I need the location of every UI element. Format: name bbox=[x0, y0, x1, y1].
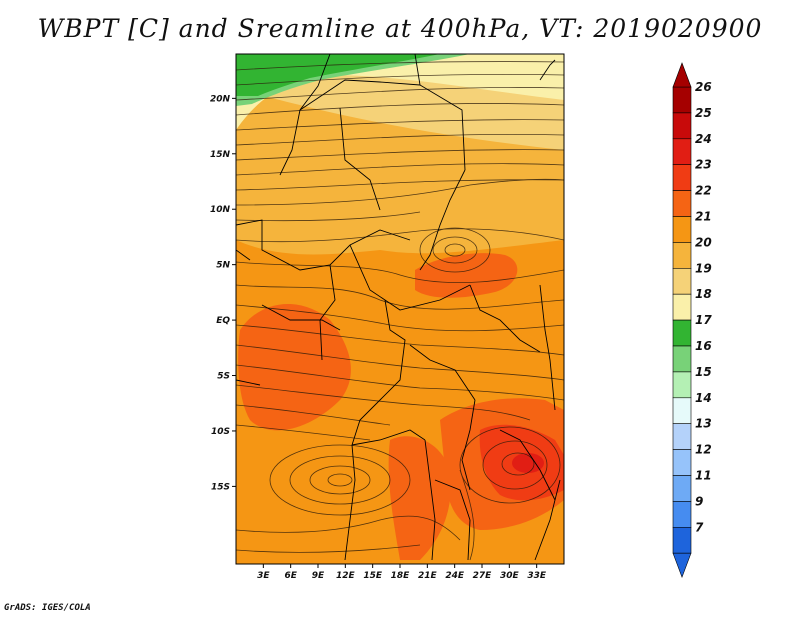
colorbar-swatch bbox=[672, 293, 692, 321]
lon-tick-label: 3E bbox=[257, 571, 270, 581]
colorbar-label: 16 bbox=[695, 339, 712, 353]
lat-tick-label: 10N bbox=[210, 205, 231, 215]
colorbar-label: 20 bbox=[695, 235, 712, 249]
colorbar-swatch bbox=[672, 319, 692, 347]
colorbar: 26 25 24 23 22 21 20 19 18 17 16 15 14 13 12 11 9 7 bbox=[672, 62, 712, 579]
lat-tick-label: 15N bbox=[210, 150, 231, 160]
colorbar-swatch bbox=[672, 242, 692, 269]
colorbar-swatch bbox=[672, 345, 692, 373]
lat-tick-label: 5S bbox=[217, 372, 230, 382]
colorbar-swatch bbox=[672, 190, 692, 217]
colorbar-swatch bbox=[672, 371, 692, 399]
colorbar-swatch bbox=[672, 138, 692, 166]
lat-tick-label: 5N bbox=[216, 261, 230, 271]
colorbar-swatch bbox=[672, 526, 692, 554]
streamlines bbox=[236, 61, 564, 561]
lon-tick-label: 21E bbox=[418, 571, 438, 581]
lon-tick-label: 15E bbox=[363, 571, 383, 581]
colorbar-label: 26 bbox=[695, 80, 712, 94]
colorbar-swatch bbox=[672, 449, 692, 476]
lon-tick-label: 27E bbox=[473, 571, 493, 581]
colorbar-label: 23 bbox=[695, 158, 712, 172]
colorbar-swatch bbox=[672, 475, 692, 502]
country-borders bbox=[236, 54, 561, 561]
lon-tick-label: 9E bbox=[312, 571, 325, 581]
colorbar-label: 11 bbox=[695, 469, 712, 483]
colorbar-bottom-arrow bbox=[672, 552, 692, 579]
latitude-axis: 20N 15N 10N 5N EQ 5S 10S 15S bbox=[210, 94, 236, 492]
colorbar-label: 7 bbox=[695, 520, 704, 534]
colorbar-label: 14 bbox=[695, 391, 712, 405]
lat-tick-label: 20N bbox=[210, 94, 231, 104]
longitude-axis: 3E 6E 9E 12E 15E 18E 21E 24E 27E 30E 33E bbox=[257, 564, 547, 581]
lon-tick-label: 12E bbox=[336, 571, 356, 581]
colorbar-label: 25 bbox=[695, 106, 712, 120]
colorbar-swatch bbox=[672, 216, 692, 243]
colorbar-swatch bbox=[672, 267, 692, 295]
lon-tick-label: 33E bbox=[527, 571, 547, 581]
lon-tick-label: 6E bbox=[284, 571, 297, 581]
footer-credit: GrADS: IGES/COLA bbox=[4, 603, 91, 613]
colorbar-swatch bbox=[672, 86, 692, 114]
colorbar-swatch bbox=[672, 423, 692, 450]
colorbar-label: 12 bbox=[695, 443, 712, 457]
colorbar-label: 19 bbox=[695, 261, 712, 275]
colorbar-label: 15 bbox=[695, 365, 712, 379]
chart-title: WBPT [C] and Sreamline at 400hPa, VT: 20… bbox=[37, 14, 763, 43]
colorbar-top-arrow bbox=[672, 62, 692, 88]
lat-tick-label: EQ bbox=[216, 316, 230, 326]
colorbar-swatch bbox=[672, 397, 692, 424]
lat-tick-label: 10S bbox=[211, 427, 230, 437]
colorbar-label: 17 bbox=[695, 313, 712, 327]
lon-tick-label: 30E bbox=[500, 571, 520, 581]
lon-tick-label: 24E bbox=[445, 571, 465, 581]
lon-tick-label: 18E bbox=[391, 571, 411, 581]
colorbar-label: 13 bbox=[695, 417, 712, 431]
colorbar-label: 9 bbox=[695, 494, 703, 508]
lat-tick-label: 15S bbox=[211, 482, 230, 492]
colorbar-label: 22 bbox=[695, 184, 712, 198]
colorbar-label: 21 bbox=[695, 210, 712, 224]
colorbar-swatch bbox=[672, 112, 692, 140]
colorbar-swatch bbox=[672, 501, 692, 528]
colorbar-label: 18 bbox=[695, 287, 712, 301]
colorbar-label: 24 bbox=[695, 132, 712, 146]
colorbar-swatch bbox=[672, 164, 692, 191]
wbpt-shaded-field bbox=[236, 54, 564, 564]
